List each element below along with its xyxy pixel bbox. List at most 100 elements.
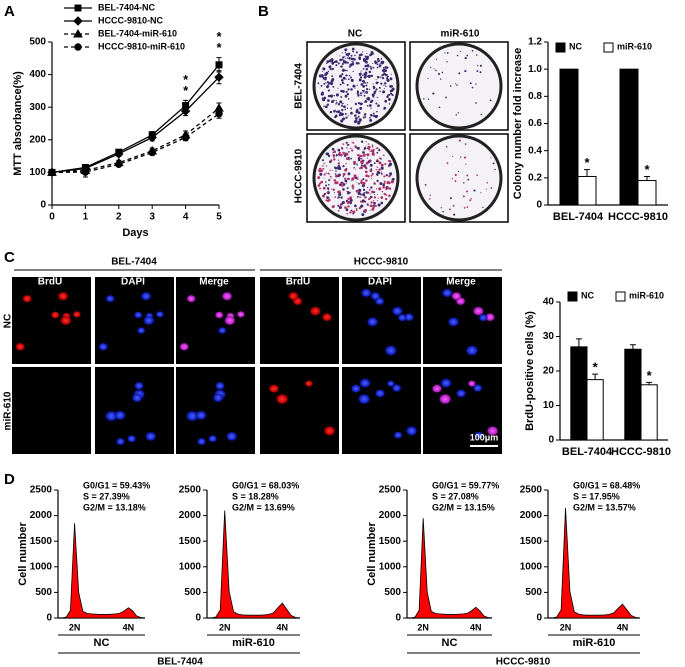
colony-dot xyxy=(349,211,352,214)
colony-dot xyxy=(463,207,466,209)
colony-dot xyxy=(323,96,327,100)
plate xyxy=(415,134,503,222)
colony-dot xyxy=(326,187,330,190)
colony-dot xyxy=(322,78,325,80)
nucleus xyxy=(142,315,155,326)
x-axis-label: Days xyxy=(122,227,148,239)
nucleus xyxy=(133,311,143,319)
colony-dot xyxy=(349,76,352,79)
colony-dot xyxy=(331,75,334,78)
colony-dot xyxy=(465,163,467,165)
colony-dot xyxy=(341,89,345,93)
colony-dot xyxy=(351,185,355,188)
colony-dot xyxy=(359,200,362,203)
colony-dot xyxy=(339,153,343,157)
nucleus xyxy=(113,410,127,421)
group-label: HCCC-9810 xyxy=(496,657,551,667)
micrograph xyxy=(260,367,339,454)
colony-dot xyxy=(441,71,444,74)
colony-dot xyxy=(357,93,360,96)
colony-dot xyxy=(352,142,355,144)
panel-label: D xyxy=(4,471,15,488)
nucleus xyxy=(196,437,207,446)
colony-dot xyxy=(360,102,363,105)
colony-dot xyxy=(456,84,458,86)
colony-dot xyxy=(378,161,382,165)
colony-dot xyxy=(328,189,330,191)
colony-dot xyxy=(471,49,474,52)
error-bar xyxy=(575,338,582,347)
micrograph xyxy=(12,277,91,364)
phase-stat: G0/G1 = 59.43% xyxy=(83,480,150,490)
colony-dot xyxy=(383,88,385,90)
y-tick-label: 500 xyxy=(29,37,46,48)
nucleus xyxy=(397,313,408,322)
colony-dot xyxy=(351,60,353,63)
row-label: miR-610 xyxy=(3,391,14,430)
x-tick-label: 4N xyxy=(123,622,135,632)
colony-dot xyxy=(341,201,345,205)
histogram-area xyxy=(407,518,493,619)
colony-dot xyxy=(341,182,344,185)
y-tick-label: 500 xyxy=(184,587,201,598)
colony-dot xyxy=(355,189,359,193)
colony-dot xyxy=(358,53,362,57)
colony-dot xyxy=(363,72,367,76)
x-tick-label: 1 xyxy=(83,212,89,223)
colony-dot xyxy=(365,82,367,84)
colony-dot xyxy=(373,162,376,165)
colony-dot xyxy=(380,201,384,205)
colony-dot xyxy=(320,92,324,96)
colony-dot xyxy=(359,206,362,209)
colony-dot xyxy=(352,210,356,214)
x-axis-label: miR-610 xyxy=(573,637,616,649)
y-tick-label: 1.2 xyxy=(528,37,542,48)
y-tick-label: 0 xyxy=(40,200,46,211)
colony-dot xyxy=(346,147,348,149)
colony-dot xyxy=(382,185,385,189)
bar xyxy=(637,180,657,206)
colony-dot xyxy=(332,99,334,101)
colony-dot xyxy=(423,98,425,100)
colony-dot xyxy=(367,66,369,68)
nucleus xyxy=(217,326,227,335)
y-tick-label: 1500 xyxy=(30,536,53,547)
colony-dot xyxy=(348,158,350,161)
colony-dot xyxy=(378,86,381,89)
phase-stat: G0/G1 = 68.03% xyxy=(232,480,299,490)
colony-dot xyxy=(323,77,327,81)
colony-dot xyxy=(333,179,337,182)
colony-dot xyxy=(387,159,390,162)
nucleus xyxy=(474,431,484,440)
colony-dot xyxy=(335,64,338,67)
colony-dot xyxy=(476,70,479,73)
colony-dot xyxy=(442,210,444,213)
colony-dot xyxy=(373,182,376,185)
y-tick-label: 10 xyxy=(543,400,555,411)
bar xyxy=(559,68,579,206)
colony-dot xyxy=(389,77,393,81)
nucleus xyxy=(179,342,190,352)
colony-dot xyxy=(370,178,373,180)
colony-dot xyxy=(321,97,324,100)
nucleus xyxy=(478,313,489,322)
error-bar xyxy=(646,381,653,385)
x-tick-label: 4 xyxy=(183,212,189,223)
colony-dot xyxy=(365,179,368,182)
colony-dot xyxy=(346,187,349,190)
group-label: HCCC-9810 xyxy=(354,257,409,268)
colony-dot xyxy=(356,90,360,93)
colony-dot xyxy=(374,114,378,119)
colony-dot xyxy=(361,213,365,217)
colony-dot xyxy=(464,143,467,145)
colony-dot xyxy=(351,141,353,143)
colony-dot xyxy=(326,191,329,194)
colony-dot xyxy=(382,68,386,72)
y-axis-label: Cell number xyxy=(17,522,29,586)
colony-dot xyxy=(341,52,343,54)
colony-dot xyxy=(350,78,354,82)
nucleus xyxy=(225,431,238,442)
y-tick-label: 100 xyxy=(29,167,46,178)
colony-dot xyxy=(366,104,369,107)
